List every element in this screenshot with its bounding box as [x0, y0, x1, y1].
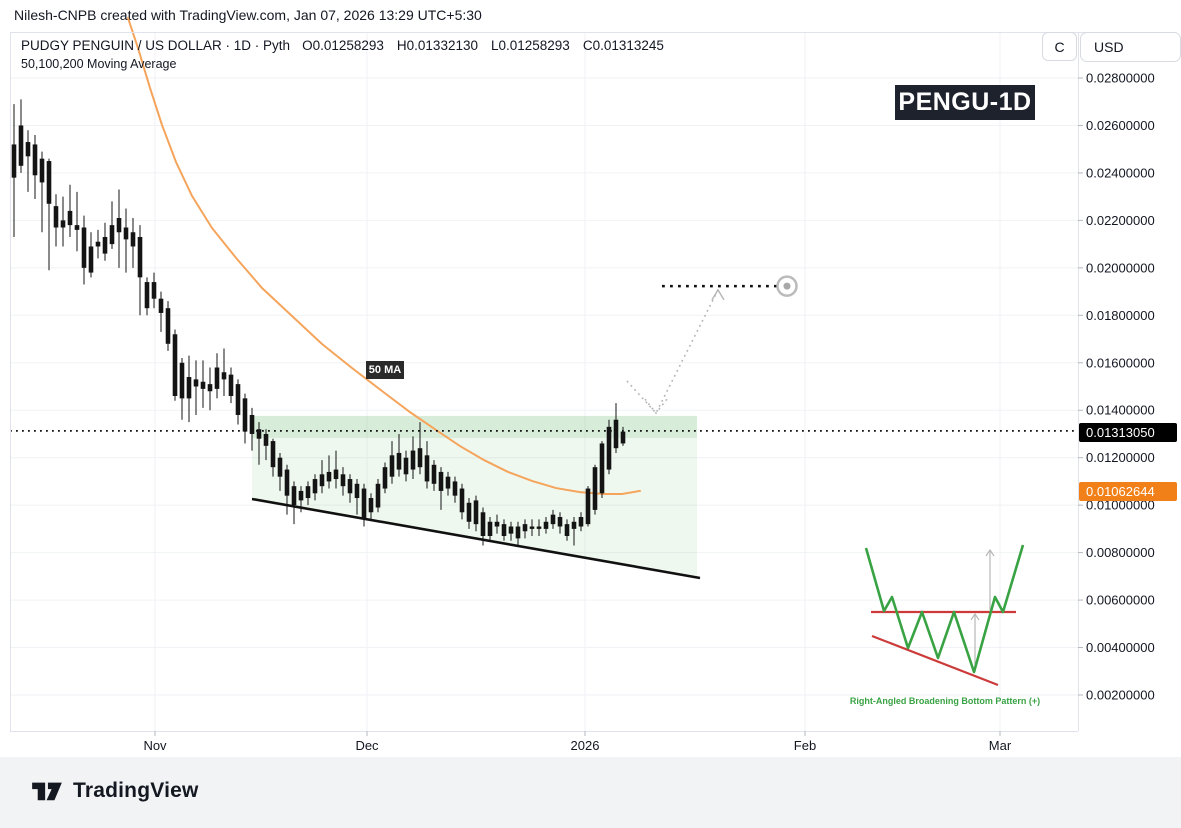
svg-text:0.02200000: 0.02200000 [1086, 213, 1155, 228]
svg-text:0.00200000: 0.00200000 [1086, 688, 1155, 703]
svg-text:0.02000000: 0.02000000 [1086, 260, 1155, 275]
svg-text:Dec: Dec [355, 738, 379, 753]
chart-legend: PUDGY PENGUIN / US DOLLAR · 1D · Pyth O0.… [21, 38, 677, 71]
projection-annotation[interactable] [626, 275, 798, 415]
grid-lines [10, 32, 1078, 731]
tradingview-brand-text: TradingView [73, 779, 199, 802]
truncated-button[interactable]: C [1042, 32, 1077, 61]
time-axis[interactable]: Nov Dec 2026 Feb Mar [143, 731, 1012, 753]
candlesticks [11, 99, 626, 546]
tradingview-brand[interactable]: TradingView [30, 775, 199, 807]
indicator-label[interactable]: 50,100,200 Moving Average [21, 57, 177, 71]
pane-borders [10, 32, 1168, 732]
svg-text:Nov: Nov [143, 738, 167, 753]
svg-text:0.00600000: 0.00600000 [1086, 593, 1155, 608]
pattern-inset-diagram [864, 544, 1025, 687]
svg-text:2026: 2026 [571, 738, 600, 753]
last-price-badge: 0.01313050 [1079, 423, 1177, 442]
symbol-watermark-badge: PENGU-1D [895, 85, 1035, 120]
svg-text:0.02600000: 0.02600000 [1086, 118, 1155, 133]
ma50-line [127, 16, 641, 496]
broadening-pattern [252, 415, 697, 577]
footer-band [0, 757, 1181, 828]
price-axis[interactable]: 0.02800000 0.02600000 0.02400000 0.02200000… [1078, 71, 1155, 703]
svg-text:0.02800000: 0.02800000 [1086, 71, 1155, 86]
svg-text:Feb: Feb [794, 738, 816, 753]
ohlc-open: O0.01258293 [302, 38, 384, 53]
svg-text:Mar: Mar [989, 738, 1012, 753]
svg-text:0.00400000: 0.00400000 [1086, 640, 1155, 655]
svg-text:0.02400000: 0.02400000 [1086, 165, 1155, 180]
ohlc-low: L0.01258293 [490, 38, 570, 53]
support-trendline[interactable] [251, 497, 701, 580]
svg-text:0.01200000: 0.01200000 [1086, 450, 1155, 465]
ma-price-badge: 0.01062644 [1079, 482, 1177, 501]
svg-text:0.00800000: 0.00800000 [1086, 545, 1155, 560]
svg-text:0.01800000: 0.01800000 [1086, 308, 1155, 323]
ohlc-close: C0.01313245 [582, 38, 664, 53]
svg-text:0.01600000: 0.01600000 [1086, 355, 1155, 370]
symbol-title[interactable]: PUDGY PENGUIN / US DOLLAR · 1D · Pyth [21, 38, 291, 53]
tradingview-logo-icon [32, 782, 62, 801]
currency-usd-button[interactable]: USD [1080, 32, 1181, 62]
svg-text:0.01000000: 0.01000000 [1086, 498, 1155, 513]
ma50-label: 50 MA [366, 361, 404, 379]
svg-text:0.01400000: 0.01400000 [1086, 403, 1155, 418]
pattern-inset-caption: Right-Angled Broadening Bottom Pattern (… [849, 696, 1041, 706]
snapshot-credit: Nilesh-CNPB created with TradingView.com… [14, 7, 482, 23]
ohlc-high: H0.01332130 [396, 38, 478, 53]
